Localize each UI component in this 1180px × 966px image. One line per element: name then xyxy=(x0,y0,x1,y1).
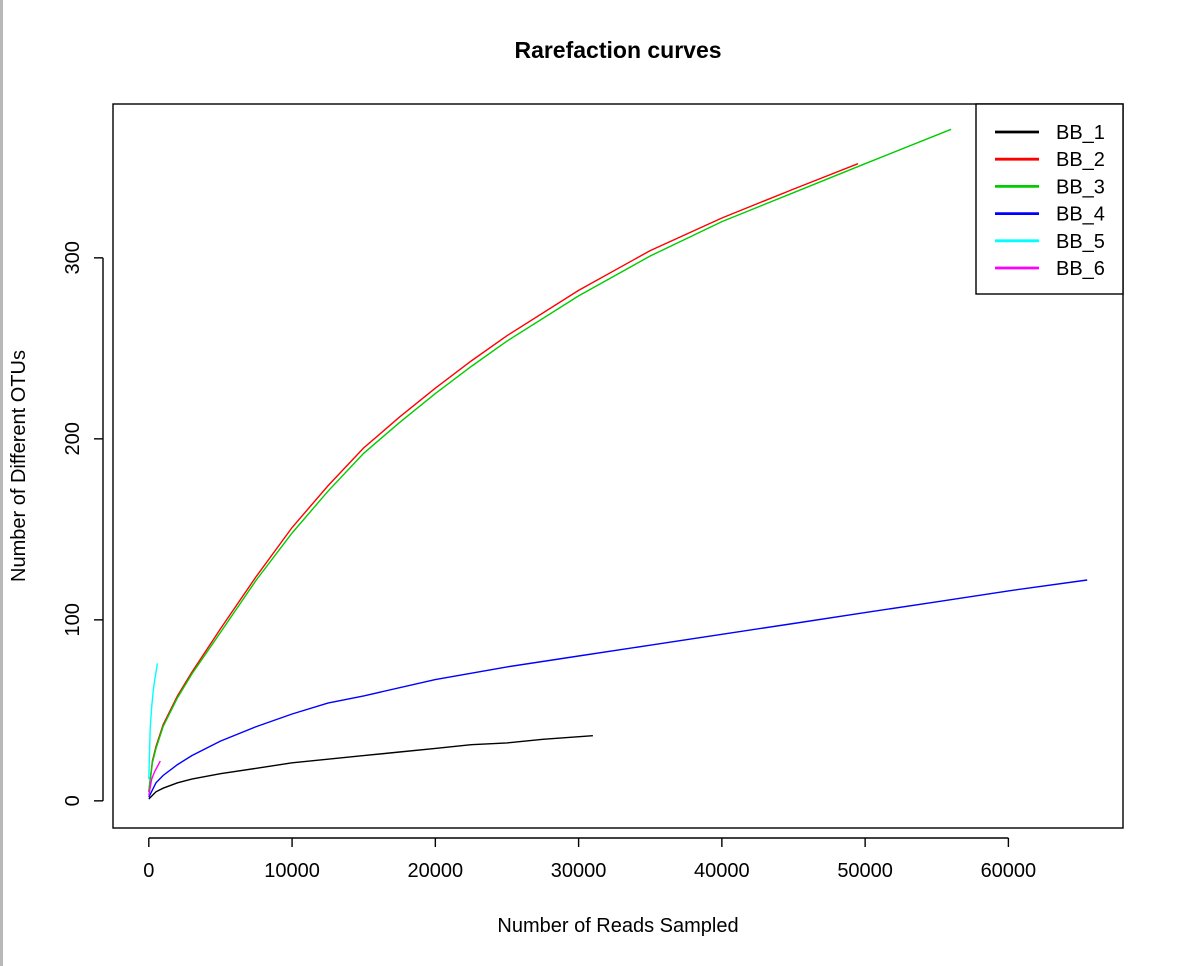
series-line-bb-2 xyxy=(148,163,859,792)
x-tick-label: 30000 xyxy=(551,860,607,882)
y-tick-label: 100 xyxy=(62,603,84,636)
series-layer xyxy=(148,128,1088,800)
x-tick-label: 40000 xyxy=(694,860,750,882)
legend-label-bb-4: BB_4 xyxy=(1056,204,1105,226)
series-line-bb-6 xyxy=(148,760,161,796)
plot-frame xyxy=(112,103,1124,829)
x-tick-label: 20000 xyxy=(408,860,464,882)
legend-label-bb-3: BB_3 xyxy=(1056,176,1105,198)
series-line-bb-4 xyxy=(148,579,1088,798)
y-axis: 0 100 200 300 xyxy=(62,241,104,806)
y-axis-label: Number of Different OTUs xyxy=(8,350,30,582)
x-tick-label: 10000 xyxy=(264,860,320,882)
chart-title: Rarefaction curves xyxy=(514,37,721,63)
legend: BB_1 BB_2 BB_3 BB_4 BB_5 BB_6 xyxy=(975,103,1124,295)
legend-label-bb-1: BB_1 xyxy=(1056,122,1105,144)
legend-box xyxy=(975,103,1124,295)
y-tick-label: 200 xyxy=(62,422,84,455)
x-tick-label: 50000 xyxy=(837,860,893,882)
y-tick-label: 0 xyxy=(62,795,84,806)
x-tick-label: 60000 xyxy=(981,860,1037,882)
series-line-bb-1 xyxy=(148,735,593,800)
x-axis: 0 10000 20000 30000 40000 50000 60000 xyxy=(143,837,1037,882)
window-left-border xyxy=(0,0,3,966)
legend-label-bb-5: BB_5 xyxy=(1056,231,1105,253)
legend-label-bb-2: BB_2 xyxy=(1056,149,1105,171)
x-tick-label: 0 xyxy=(143,860,154,882)
y-tick-label: 300 xyxy=(62,241,84,274)
series-line-bb-3 xyxy=(148,128,952,792)
x-axis-label: Number of Reads Sampled xyxy=(497,915,738,937)
legend-label-bb-6: BB_6 xyxy=(1056,258,1105,280)
series-line-bb-5 xyxy=(148,663,159,780)
